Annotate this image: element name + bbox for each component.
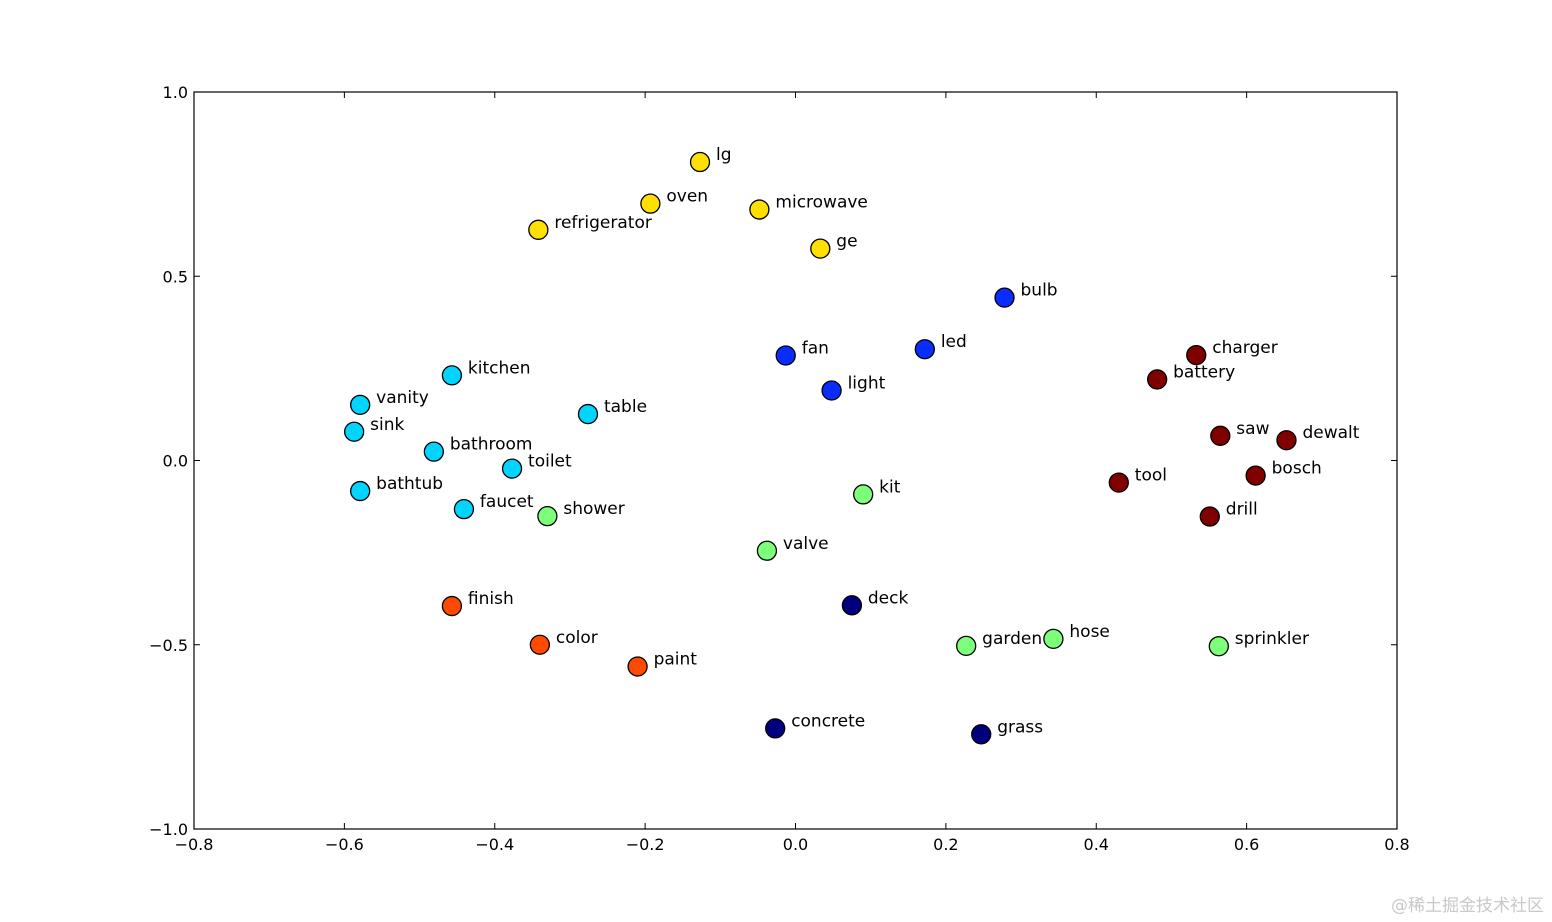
x-tick-label: −0.4 bbox=[475, 835, 514, 854]
x-tick-label: 0.6 bbox=[1234, 835, 1259, 854]
x-tick-label: 0.0 bbox=[783, 835, 808, 854]
point-marker-dewalt bbox=[1276, 430, 1297, 451]
point-marker-drill bbox=[1199, 506, 1220, 527]
point-marker-tool bbox=[1108, 472, 1129, 493]
point-marker-faucet bbox=[453, 498, 475, 520]
point-marker-finish bbox=[441, 595, 463, 617]
point-marker-bathtub bbox=[350, 480, 371, 502]
x-tick-label: −0.8 bbox=[175, 835, 214, 854]
point-label-lg: lg bbox=[716, 145, 732, 165]
point-marker-grass bbox=[971, 724, 992, 745]
x-tick-label: 0.4 bbox=[1084, 835, 1109, 854]
point-marker-ge bbox=[810, 238, 831, 259]
point-label-tool: tool bbox=[1135, 466, 1167, 486]
x-tick-label: 0.2 bbox=[933, 835, 958, 854]
point-label-grass: grass bbox=[997, 717, 1043, 737]
point-label-kit: kit bbox=[879, 477, 901, 497]
point-marker-bosch bbox=[1245, 465, 1266, 486]
watermark-text: @稀土掘金技术社区 bbox=[1391, 896, 1544, 916]
point-label-charger: charger bbox=[1212, 338, 1277, 358]
point-marker-bulb bbox=[994, 287, 1015, 308]
point-label-color: color bbox=[556, 628, 598, 648]
point-marker-kitchen bbox=[441, 365, 463, 386]
point-label-valve: valve bbox=[783, 534, 829, 554]
y-tick-label: −0.5 bbox=[149, 636, 188, 655]
point-marker-table bbox=[577, 403, 599, 425]
data-points: lg oven microwave refrigerator ge bulb led fanl… bbox=[343, 145, 1360, 745]
point-marker-battery bbox=[1147, 369, 1168, 390]
point-label-bulb: bulb bbox=[1021, 281, 1058, 301]
point-label-drill: drill bbox=[1226, 500, 1258, 520]
plot-area-frame bbox=[193, 91, 1398, 830]
point-marker-vanity bbox=[350, 394, 371, 416]
point-label-bathroom: bathroom bbox=[450, 435, 533, 455]
point-label-battery: battery bbox=[1173, 362, 1235, 382]
point-label-toilet: toilet bbox=[528, 452, 572, 472]
point-label-vanity: vanity bbox=[376, 388, 429, 408]
point-marker-oven bbox=[640, 193, 661, 214]
point-label-sprinkler: sprinkler bbox=[1235, 629, 1309, 649]
point-label-bosch: bosch bbox=[1272, 459, 1322, 479]
point-label-bathtub: bathtub bbox=[376, 474, 443, 494]
point-label-refrigerator: refrigerator bbox=[554, 213, 651, 233]
point-marker-shower bbox=[537, 505, 558, 527]
axis-ticks: −0.8 −0.6 −0.4 −0.2 0.0 0.2 0.4 0.6 0.8 1.0 0.5 0.0… bbox=[149, 83, 1410, 854]
point-label-dewalt: dewalt bbox=[1302, 423, 1359, 443]
point-marker-deck bbox=[841, 595, 863, 616]
point-label-sink: sink bbox=[370, 415, 404, 435]
point-label-led: led bbox=[941, 332, 967, 352]
point-marker-charger bbox=[1186, 344, 1207, 366]
point-marker-sink bbox=[343, 421, 365, 442]
point-marker-light bbox=[821, 380, 842, 401]
point-label-microwave: microwave bbox=[775, 193, 868, 213]
y-tick-label: 0.5 bbox=[163, 267, 188, 286]
point-marker-led bbox=[914, 339, 935, 360]
x-tick-label: −0.6 bbox=[325, 835, 364, 854]
y-tick-label: 0.0 bbox=[163, 452, 188, 471]
point-marker-garden bbox=[956, 635, 977, 657]
point-label-oven: oven bbox=[666, 187, 708, 207]
point-marker-refrigerator bbox=[528, 219, 549, 240]
point-label-garden: garden bbox=[982, 629, 1042, 649]
point-marker-kit bbox=[853, 484, 874, 505]
point-marker-valve bbox=[756, 540, 778, 561]
point-label-finish: finish bbox=[468, 589, 514, 609]
point-marker-microwave bbox=[749, 199, 770, 220]
x-tick-label: −0.2 bbox=[626, 835, 665, 854]
point-marker-hose bbox=[1043, 628, 1064, 650]
point-label-faucet: faucet bbox=[480, 492, 534, 512]
x-tick-label: 0.8 bbox=[1384, 835, 1409, 854]
point-label-ge: ge bbox=[836, 232, 857, 252]
point-marker-color bbox=[529, 634, 551, 655]
point-label-light: light bbox=[848, 373, 886, 393]
point-marker-bathroom bbox=[423, 441, 444, 462]
point-marker-toilet bbox=[501, 458, 523, 479]
point-label-paint: paint bbox=[654, 649, 698, 669]
point-marker-lg bbox=[689, 151, 711, 173]
y-tick-label: 1.0 bbox=[163, 83, 188, 102]
point-marker-paint bbox=[627, 656, 648, 677]
point-label-deck: deck bbox=[868, 588, 909, 608]
point-label-fan: fan bbox=[802, 338, 829, 358]
point-label-shower: shower bbox=[563, 499, 624, 519]
point-label-saw: saw bbox=[1236, 419, 1269, 439]
point-label-kitchen: kitchen bbox=[468, 358, 531, 378]
point-marker-saw bbox=[1210, 425, 1231, 446]
point-label-table: table bbox=[604, 397, 647, 417]
y-tick-label: −1.0 bbox=[149, 820, 188, 839]
point-marker-fan bbox=[775, 345, 796, 366]
point-label-hose: hose bbox=[1069, 622, 1110, 642]
point-marker-concrete bbox=[765, 718, 786, 739]
point-marker-sprinkler bbox=[1208, 636, 1229, 657]
point-label-concrete: concrete bbox=[791, 711, 865, 731]
